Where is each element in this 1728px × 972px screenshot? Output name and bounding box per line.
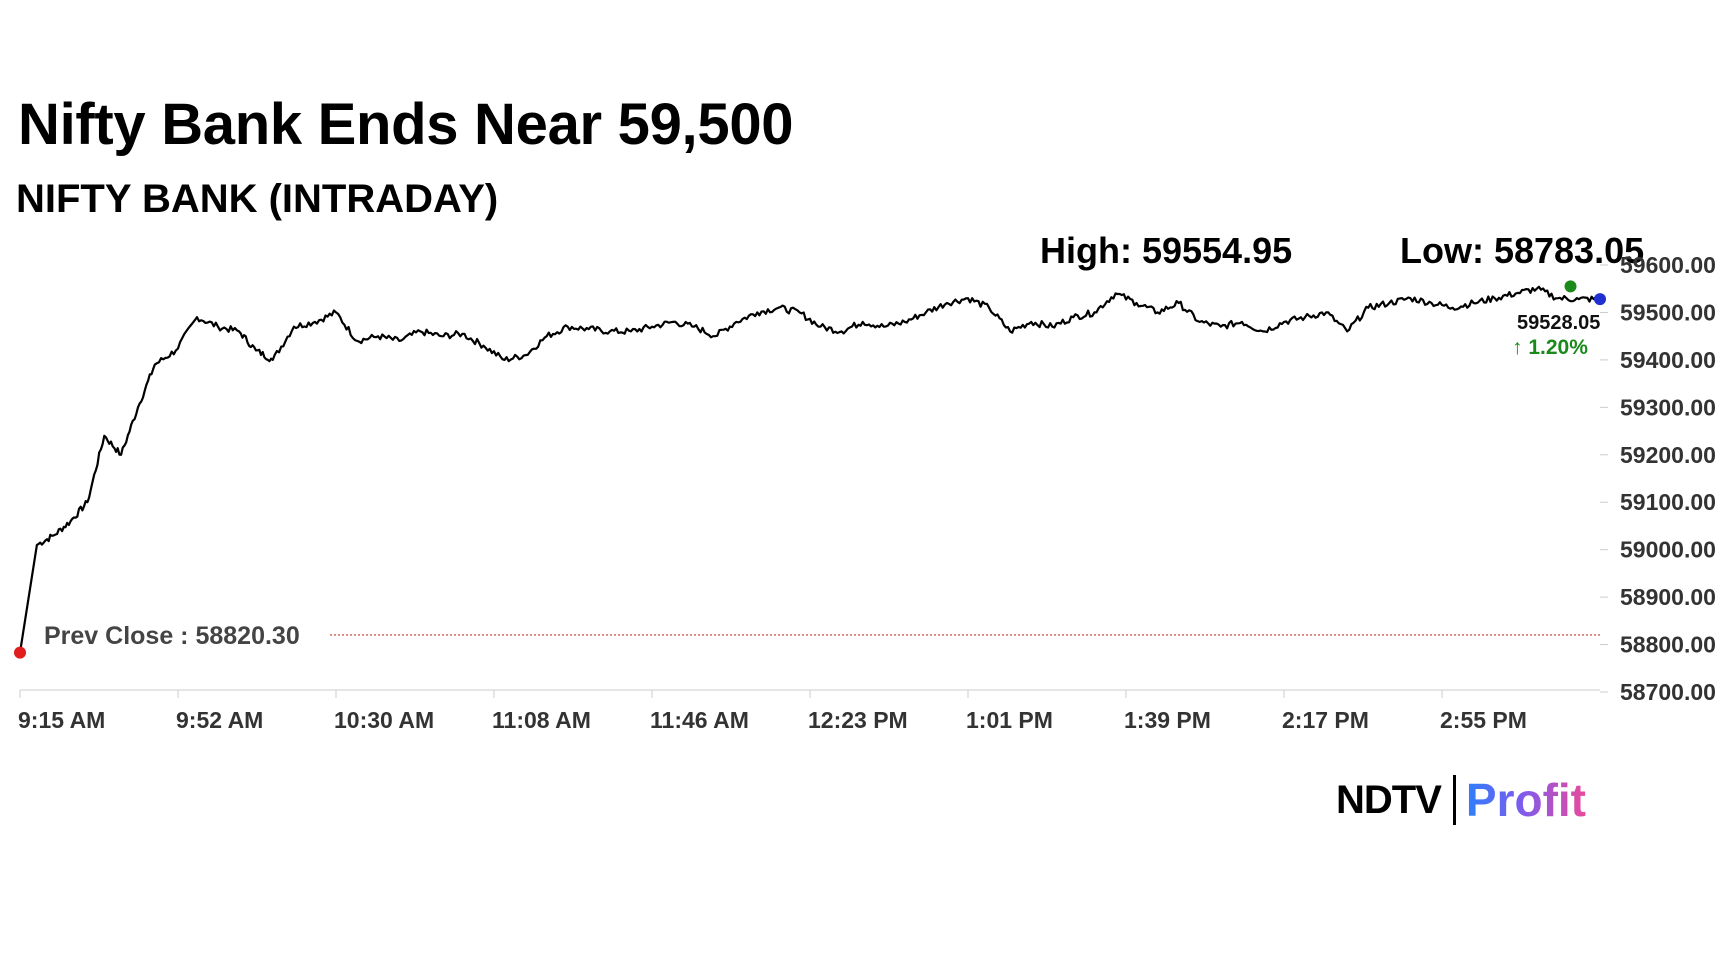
y-tick-label: 58800.00 bbox=[1620, 632, 1716, 658]
headline: Nifty Bank Ends Near 59,500 bbox=[18, 92, 794, 157]
x-tick-label: 2:55 PM bbox=[1440, 707, 1527, 733]
x-tick-label: 9:52 AM bbox=[176, 707, 263, 733]
x-tick-label: 10:30 AM bbox=[334, 707, 434, 733]
last-value-label: 59528.05 bbox=[1517, 312, 1600, 334]
x-axis: 9:15 AM 9:52 AM 10:30 AM 11:08 AM 11:46 AM 12… bbox=[18, 690, 1527, 733]
y-tick-label: 59600.00 bbox=[1620, 252, 1716, 278]
y-tick-label: 59400.00 bbox=[1620, 347, 1716, 373]
y-tick-label: 59000.00 bbox=[1620, 537, 1716, 563]
x-tick-label: 11:08 AM bbox=[492, 707, 591, 733]
y-tick-label: 59200.00 bbox=[1620, 442, 1716, 468]
high-marker bbox=[1564, 280, 1577, 293]
x-tick-label: 12:23 PM bbox=[808, 707, 908, 733]
x-tick-label: 11:46 AM bbox=[650, 707, 749, 733]
x-tick-label: 2:17 PM bbox=[1282, 707, 1369, 733]
change-label: ↑ 1.20% bbox=[1512, 336, 1588, 359]
y-tick-label: 59500.00 bbox=[1620, 299, 1716, 325]
y-tick-label: 59100.00 bbox=[1620, 489, 1716, 515]
last-marker bbox=[1594, 293, 1606, 306]
intraday-chart: High: 59554.95 Low: 58783.05 59600.00 595… bbox=[14, 230, 1716, 733]
y-tick-label: 58900.00 bbox=[1620, 584, 1716, 610]
x-tick-label: 1:39 PM bbox=[1124, 707, 1211, 733]
y-tick-label: 58700.00 bbox=[1620, 679, 1716, 705]
chart-title: NIFTY BANK (INTRADAY) bbox=[16, 177, 499, 221]
ndtv-profit-logo: NDTV Profit bbox=[1336, 772, 1586, 828]
logo-divider bbox=[1452, 775, 1456, 825]
x-tick-label: 1:01 PM bbox=[966, 707, 1053, 733]
profit-wordmark: Profit bbox=[1465, 774, 1586, 826]
x-tick-label: 9:15 AM bbox=[18, 707, 105, 733]
y-axis: 59600.00 59500.00 59400.00 59300.00 59200.00… bbox=[1600, 252, 1716, 705]
low-label: Low: 58783.05 bbox=[1400, 230, 1644, 271]
open-marker bbox=[14, 646, 26, 659]
y-tick-label: 59300.00 bbox=[1620, 394, 1716, 420]
high-label: High: 59554.95 bbox=[1040, 230, 1292, 271]
price-line bbox=[18, 285, 1601, 653]
prev-close-label: Prev Close : 58820.30 bbox=[44, 622, 300, 650]
ndtv-wordmark: NDTV bbox=[1336, 777, 1442, 822]
